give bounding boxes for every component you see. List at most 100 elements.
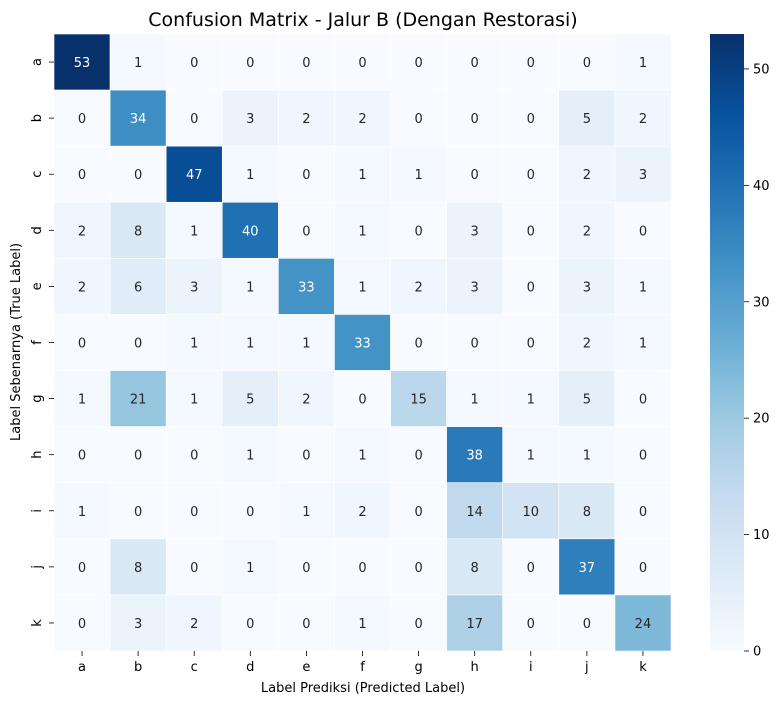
cell-value-label: 2 [78, 280, 86, 295]
cell-value-label: 0 [527, 224, 535, 239]
cell-value-label: 1 [246, 449, 254, 464]
heatmap-cell [614, 482, 672, 540]
cell-value-label: 2 [302, 393, 310, 408]
heatmap-cell [278, 538, 335, 596]
cell-value-label: 1 [358, 280, 366, 295]
cell-value-label: 3 [246, 112, 254, 127]
cell-value-label: 37 [579, 561, 596, 576]
heatmap-cell [390, 482, 447, 540]
heatmap-cell [614, 33, 672, 91]
heatmap-cell [165, 89, 223, 147]
cell-value-label: 14 [466, 505, 483, 520]
heatmap-cell [502, 145, 560, 203]
cell-value-label: 1 [78, 393, 86, 408]
colorbar-tick-label: 10 [753, 528, 770, 543]
heatmap-cell [614, 201, 672, 259]
cell-value-label: 0 [358, 56, 366, 71]
cell-value-label: 53 [74, 56, 91, 71]
cell-value-label: 0 [471, 168, 479, 183]
cell-value-label: 34 [130, 112, 147, 127]
heatmap-cell [334, 145, 391, 203]
heatmap-cell [558, 482, 616, 540]
cell-value-label: 0 [302, 449, 310, 464]
heatmap-cell [221, 201, 279, 259]
heatmap-cell [446, 482, 504, 540]
cell-value-label: 1 [190, 393, 198, 408]
x-tick-label: i [529, 660, 533, 675]
heatmap-cell [334, 594, 391, 652]
heatmap-cell [502, 538, 560, 596]
x-tick-label: g [414, 660, 422, 675]
cell-value-label: 0 [639, 561, 647, 576]
cell-value-label: 0 [302, 617, 310, 632]
heatmap-cell [221, 482, 279, 540]
heatmap-cell [165, 594, 223, 652]
heatmap-cell [278, 258, 335, 315]
heatmap-cell [53, 426, 111, 484]
cell-value-label: 1 [639, 280, 647, 295]
cell-value-label: 3 [134, 617, 142, 632]
heatmap-cell [390, 370, 447, 427]
x-tick-label: e [302, 660, 310, 675]
heatmap-cell [334, 201, 391, 259]
y-tick-label: k [30, 619, 45, 627]
heatmap-cell [165, 370, 223, 427]
cell-value-label: 0 [471, 337, 479, 352]
cell-value-label: 0 [190, 561, 198, 576]
colorbar-tick-label: 30 [753, 295, 770, 310]
cell-value-label: 10 [522, 505, 539, 520]
heatmap-cell [334, 426, 391, 484]
heatmap-cell [390, 426, 447, 484]
heatmap-cell [446, 426, 504, 484]
heatmap-cell [334, 314, 391, 371]
colorbar-ticks: 0 10 20 30 40 50 [744, 62, 770, 660]
heatmap-cell [558, 201, 616, 259]
cell-value-label: 1 [78, 505, 86, 520]
heatmap-cells: 53 1 0 0 0 0 0 0 0 0 10 34 0 3 2 2 0 0 0 5 20 0 47 1 0 1 1 0 0 2 32 8 1 4… [53, 33, 672, 652]
heatmap-cell [614, 258, 672, 315]
heatmap-cell [53, 145, 111, 203]
x-tick-label: a [78, 660, 86, 675]
cell-value-label: 0 [358, 561, 366, 576]
cell-value-label: 2 [583, 337, 591, 352]
cell-value-label: 38 [466, 449, 483, 464]
heatmap-cell [221, 89, 279, 147]
heatmap-cell [109, 370, 167, 427]
heatmap-cell [334, 538, 391, 596]
y-tick-label: a [30, 58, 45, 66]
heatmap-cell [53, 538, 111, 596]
cell-value-label: 8 [134, 224, 142, 239]
heatmap-cell [278, 89, 335, 147]
cell-value-label: 2 [639, 112, 647, 127]
y-tick-label: h [30, 451, 45, 459]
cell-value-label: 0 [527, 56, 535, 71]
cell-value-label: 0 [134, 505, 142, 520]
heatmap-cell [221, 314, 279, 371]
cell-value-label: 0 [302, 561, 310, 576]
heatmap-cell [109, 314, 167, 371]
heatmap-cell [614, 594, 672, 652]
heatmap-cell [109, 258, 167, 315]
chart-title: Confusion Matrix - Jalur B (Dengan Resto… [148, 9, 577, 31]
heatmap-cell [390, 258, 447, 315]
cell-value-label: 2 [78, 224, 86, 239]
cell-value-label: 0 [414, 224, 422, 239]
cell-value-label: 3 [639, 168, 647, 183]
heatmap-cell [502, 201, 560, 259]
cell-value-label: 0 [246, 505, 254, 520]
cell-value-label: 2 [358, 112, 366, 127]
cell-value-label: 0 [583, 56, 591, 71]
colorbar-tick-label: 20 [753, 412, 770, 427]
cell-value-label: 1 [190, 337, 198, 352]
heatmap-cell [278, 145, 335, 203]
cell-value-label: 24 [635, 617, 652, 632]
colorbar-tick-label: 0 [753, 645, 761, 660]
cell-value-label: 0 [414, 617, 422, 632]
cell-value-label: 1 [302, 505, 310, 520]
cell-value-label: 0 [639, 224, 647, 239]
y-tick-label: d [30, 226, 45, 234]
cell-value-label: 40 [242, 224, 259, 239]
heatmap-cell [502, 426, 560, 484]
heatmap-cell [53, 482, 111, 540]
heatmap-cell [558, 594, 616, 652]
